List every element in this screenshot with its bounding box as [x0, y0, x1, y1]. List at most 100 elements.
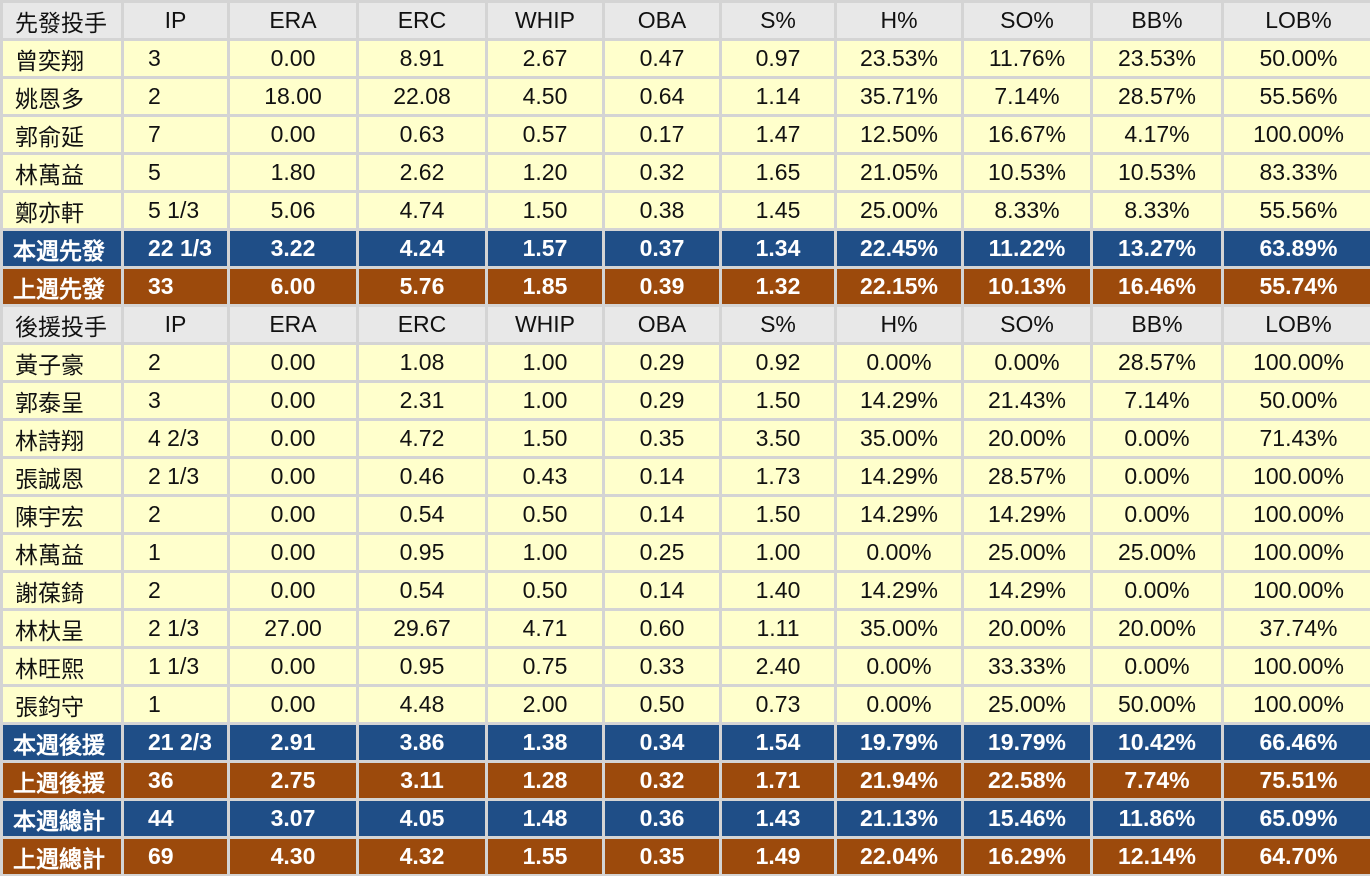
cell: 1 [124, 535, 227, 570]
player-row: 郭俞延 7 0.00 0.63 0.57 0.17 1.47 12.50% 16.67% 4.17… [3, 117, 1370, 152]
cell: 1.08 [359, 345, 485, 380]
row-label: 謝葆錡 [3, 573, 121, 608]
cell: 33 [124, 269, 227, 304]
cell: 22.04% [837, 839, 961, 874]
player-row: 林萬益 5 1.80 2.62 1.20 0.32 1.65 21.05% 10.53% 10.5… [3, 155, 1370, 190]
cell: 2.62 [359, 155, 485, 190]
player-row: 鄭亦軒 5 1/3 5.06 4.74 1.50 0.38 1.45 25.00% 8.33% 8… [3, 193, 1370, 228]
total-row: 本週後援 21 2/3 2.91 3.86 1.38 0.34 1.54 19.79% 19.7… [3, 725, 1370, 760]
row-label: 曾奕翔 [3, 41, 121, 76]
cell: 1.00 [488, 535, 602, 570]
cell: 4.17% [1093, 117, 1221, 152]
cell: 0.50 [605, 687, 719, 722]
cell: 0.38 [605, 193, 719, 228]
cell: 0.00% [1093, 649, 1221, 684]
total-row: 本週先發 22 1/3 3.22 4.24 1.57 0.37 1.34 22.45% 11.2… [3, 231, 1370, 266]
cell: 100.00% [1224, 117, 1370, 152]
cell: 21.43% [964, 383, 1090, 418]
cell: 3.11 [359, 763, 485, 798]
cell: 14.29% [837, 573, 961, 608]
player-row: 曾奕翔 3 0.00 8.91 2.67 0.47 0.97 23.53% 11.76% 23.5… [3, 41, 1370, 76]
cell: 50.00% [1093, 687, 1221, 722]
cell: 27.00 [230, 611, 356, 646]
cell: 1.85 [488, 269, 602, 304]
cell: 25.00% [837, 193, 961, 228]
header-row: 先發投手 IP ERA ERC WHIP OBA S% H% SO% BB% LOB% [3, 3, 1370, 38]
cell: 55.56% [1224, 193, 1370, 228]
cell: 0.33 [605, 649, 719, 684]
cell: 22.58% [964, 763, 1090, 798]
cell: 0.00% [1093, 459, 1221, 494]
cell: ERC [359, 307, 485, 342]
cell: 100.00% [1224, 459, 1370, 494]
cell: 0.50 [488, 497, 602, 532]
row-label: 林詩翔 [3, 421, 121, 456]
cell: 0.00 [230, 421, 356, 456]
total-row: 本週總計 44 3.07 4.05 1.48 0.36 1.43 21.13% 15.46% 11… [3, 801, 1370, 836]
cell: 0.00% [837, 345, 961, 380]
cell: 21 2/3 [124, 725, 227, 760]
total-row: 上週總計 69 4.30 4.32 1.55 0.35 1.49 22.04% 16.29% 12… [3, 839, 1370, 874]
cell: 1.34 [722, 231, 834, 266]
cell: 1 1/3 [124, 649, 227, 684]
cell: 100.00% [1224, 649, 1370, 684]
cell: 14.29% [964, 497, 1090, 532]
player-row: 張鈞守 1 0.00 4.48 2.00 0.50 0.73 0.00% 25.00% 50.00… [3, 687, 1370, 722]
cell: 2 [124, 345, 227, 380]
row-label: 林萬益 [3, 155, 121, 190]
cell: 1.38 [488, 725, 602, 760]
player-row: 陳宇宏 2 0.00 0.54 0.50 0.14 1.50 14.29% 14.29% 0.00… [3, 497, 1370, 532]
player-row: 林萬益 1 0.00 0.95 1.00 0.25 1.00 0.00% 25.00% 25.00… [3, 535, 1370, 570]
cell: 0.00% [837, 649, 961, 684]
cell: 0.35 [605, 839, 719, 874]
cell: 0.57 [488, 117, 602, 152]
cell: 1.49 [722, 839, 834, 874]
cell: 3.07 [230, 801, 356, 836]
cell: 0.47 [605, 41, 719, 76]
cell: 22.08 [359, 79, 485, 114]
cell: 11.86% [1093, 801, 1221, 836]
player-row: 林詩翔 4 2/3 0.00 4.72 1.50 0.35 3.50 35.00% 20.00%… [3, 421, 1370, 456]
cell: BB% [1093, 307, 1221, 342]
cell: 0.46 [359, 459, 485, 494]
cell: 0.50 [488, 573, 602, 608]
cell: 0.36 [605, 801, 719, 836]
cell: 8.33% [964, 193, 1090, 228]
cell: 44 [124, 801, 227, 836]
player-row: 姚恩多 2 18.00 22.08 4.50 0.64 1.14 35.71% 7.14% 28.… [3, 79, 1370, 114]
cell: 1.40 [722, 573, 834, 608]
cell: OBA [605, 307, 719, 342]
cell: 0.00 [230, 41, 356, 76]
cell: 2 [124, 79, 227, 114]
cell: 0.00 [230, 117, 356, 152]
cell: 25.00% [1093, 535, 1221, 570]
cell: 1.50 [722, 383, 834, 418]
cell: 14.29% [837, 383, 961, 418]
cell: 1.11 [722, 611, 834, 646]
cell: ERA [230, 3, 356, 38]
cell: 3 [124, 41, 227, 76]
cell: 1.32 [722, 269, 834, 304]
cell: S% [722, 307, 834, 342]
cell: 2.91 [230, 725, 356, 760]
cell: WHIP [488, 307, 602, 342]
cell: 2.40 [722, 649, 834, 684]
cell: 1.28 [488, 763, 602, 798]
cell: 0.25 [605, 535, 719, 570]
cell: 3.22 [230, 231, 356, 266]
cell: 0.54 [359, 573, 485, 608]
row-label: 林旺熙 [3, 649, 121, 684]
cell: 0.34 [605, 725, 719, 760]
cell: 1.00 [722, 535, 834, 570]
cell: 0.63 [359, 117, 485, 152]
cell: 2 1/3 [124, 459, 227, 494]
header-row: 後援投手 IP ERA ERC WHIP OBA S% H% SO% BB% LOB% [3, 307, 1370, 342]
cell: 35.71% [837, 79, 961, 114]
cell: 75.51% [1224, 763, 1370, 798]
cell: 22 1/3 [124, 231, 227, 266]
cell: 0.00 [230, 573, 356, 608]
cell: 4.50 [488, 79, 602, 114]
cell: 3.50 [722, 421, 834, 456]
cell: 21.13% [837, 801, 961, 836]
cell: 1.71 [722, 763, 834, 798]
